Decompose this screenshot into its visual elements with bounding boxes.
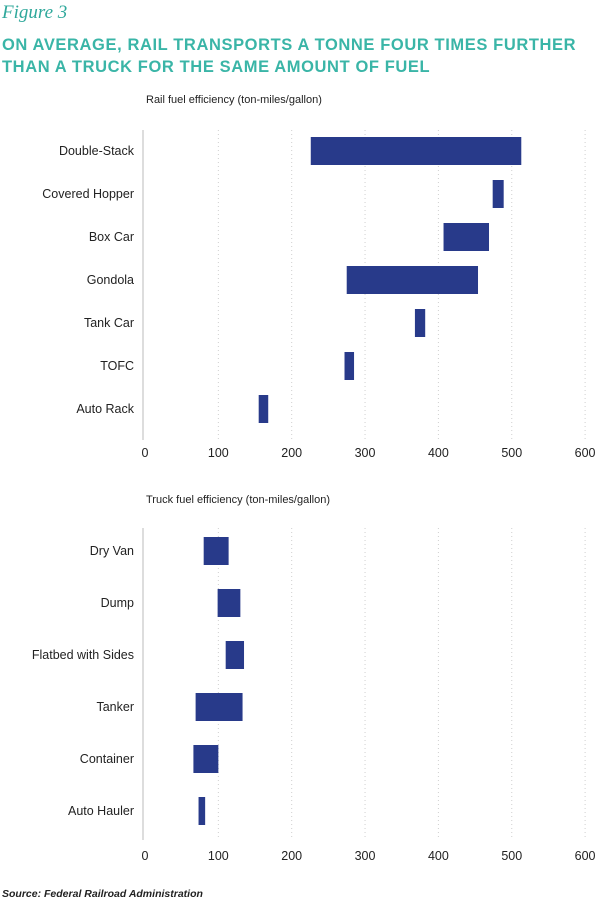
- rail-bar-auto-rack: [258, 395, 269, 423]
- truck-bar-dry-van: [203, 537, 229, 565]
- headline-line-2: THAN A TRUCK FOR THE SAME AMOUNT OF FUEL: [2, 58, 431, 76]
- rail-tick-label: 600: [575, 446, 596, 460]
- rail-tick-label: 0: [142, 446, 149, 460]
- truck-tick-label: 200: [281, 849, 302, 863]
- truck-tick-label: 500: [501, 849, 522, 863]
- rail-tick-label: 200: [281, 446, 302, 460]
- truck-chart-title: Truck fuel efficiency (ton-miles/gallon): [146, 494, 331, 506]
- truck-bar-auto-hauler: [198, 797, 206, 825]
- truck-bar-dump: [217, 589, 241, 617]
- rail-bar-gondola: [346, 266, 479, 294]
- rail-bar-tank-car: [414, 309, 426, 337]
- truck-tick-label: 100: [208, 849, 229, 863]
- headline-line-1: ON AVERAGE, RAIL TRANSPORTS A TONNE FOUR…: [2, 36, 577, 54]
- rail-category-label: Gondola: [87, 273, 134, 287]
- figure-label: Figure 3: [2, 2, 68, 23]
- rail-bar-covered-hopper: [492, 180, 504, 208]
- truck-bar-tanker: [195, 693, 243, 721]
- rail-bar-tofc: [344, 352, 355, 380]
- rail-tick-label: 300: [355, 446, 376, 460]
- truck-category-label: Flatbed with Sides: [32, 648, 134, 662]
- truck-tick-label: 600: [575, 849, 596, 863]
- rail-category-label: TOFC: [100, 359, 134, 373]
- rail-category-label: Double-Stack: [59, 144, 135, 158]
- rail-category-label: Tank Car: [84, 316, 134, 330]
- rail-bar-double-stack: [310, 137, 522, 165]
- truck-tick-label: 0: [142, 849, 149, 863]
- truck-category-label: Tanker: [96, 700, 134, 714]
- truck-bar-container: [193, 745, 219, 773]
- rail-tick-label: 100: [208, 446, 229, 460]
- rail-bar-box-car: [443, 223, 490, 251]
- rail-chart-title: Rail fuel efficiency (ton-miles/gallon): [146, 94, 322, 106]
- source-note: Source: Federal Railroad Administration: [2, 888, 203, 900]
- headline: ON AVERAGE, RAIL TRANSPORTS A TONNE FOUR…: [2, 34, 576, 78]
- truck-category-label: Dry Van: [90, 544, 134, 558]
- rail-tick-label: 400: [428, 446, 449, 460]
- truck-tick-label: 300: [355, 849, 376, 863]
- truck-bar-flatbed-with-sides: [225, 641, 245, 669]
- truck-category-label: Dump: [101, 596, 134, 610]
- truck-category-label: Container: [80, 752, 134, 766]
- rail-category-label: Covered Hopper: [42, 187, 134, 201]
- rail-category-label: Box Car: [89, 230, 134, 244]
- rail-tick-label: 500: [501, 446, 522, 460]
- truck-category-label: Auto Hauler: [68, 804, 134, 818]
- rail-category-label: Auto Rack: [76, 402, 134, 416]
- truck-tick-label: 400: [428, 849, 449, 863]
